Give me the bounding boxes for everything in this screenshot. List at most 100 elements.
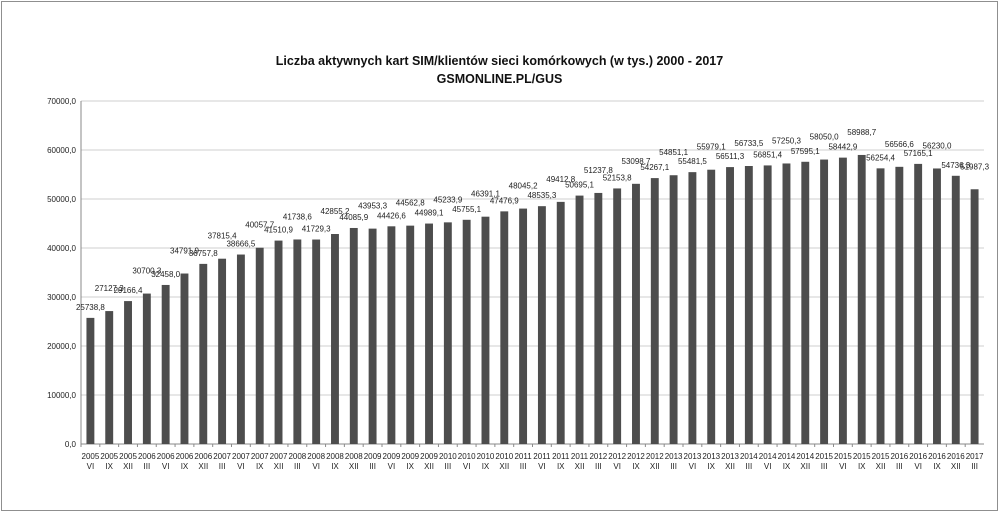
data-label: 43953,3 — [358, 202, 387, 211]
x-tick-year: 2015 — [834, 452, 852, 461]
x-tick-year: 2014 — [759, 452, 777, 461]
bar — [368, 228, 377, 444]
data-label: 56566,6 — [885, 140, 914, 149]
x-tick-year: 2012 — [627, 452, 645, 461]
x-tick-year: 2015 — [853, 452, 871, 461]
bar — [594, 192, 603, 444]
data-label: 45755,1 — [452, 205, 481, 214]
x-tick-year: 2005 — [119, 452, 137, 461]
x-tick-quarter: III — [445, 462, 452, 471]
data-label: 51987,3 — [960, 162, 989, 171]
x-tick-quarter: VI — [87, 462, 95, 471]
x-tick-quarter: IX — [331, 462, 339, 471]
bar — [537, 206, 546, 444]
bar — [387, 226, 396, 444]
data-label: 38666,5 — [226, 240, 255, 249]
x-tick-quarter: XII — [198, 462, 208, 471]
bar — [669, 175, 678, 444]
bar — [970, 189, 979, 444]
x-tick-year: 2010 — [495, 452, 513, 461]
x-tick-year: 2013 — [684, 452, 702, 461]
x-tick-quarter: III — [896, 462, 903, 471]
x-tick-year: 2006 — [157, 452, 175, 461]
chart-title-block: Liczba aktywnych kart SIM/klientów sieci… — [0, 52, 999, 88]
data-label: 56230,0 — [923, 141, 952, 150]
data-label: 34791,9 — [170, 247, 199, 256]
x-tick-quarter: III — [746, 462, 753, 471]
data-label: 48045,2 — [509, 182, 538, 191]
x-tick-quarter: VI — [689, 462, 697, 471]
x-tick-quarter: VI — [312, 462, 320, 471]
bar — [425, 223, 433, 444]
bar — [293, 239, 302, 444]
x-tick-year: 2013 — [702, 452, 720, 461]
bar — [124, 301, 132, 444]
x-tick-year: 2006 — [176, 452, 194, 461]
data-label: 44085,9 — [339, 213, 368, 222]
data-label: 30700,3 — [132, 267, 161, 276]
x-tick-quarter: IX — [632, 462, 640, 471]
x-tick-year: 2009 — [364, 452, 382, 461]
x-tick-year: 2008 — [326, 452, 344, 461]
data-label: 44989,1 — [415, 209, 444, 218]
bar — [820, 159, 829, 444]
x-tick-quarter: III — [821, 462, 828, 471]
bar — [726, 167, 734, 444]
x-tick-quarter: IX — [482, 462, 490, 471]
data-label: 54267,1 — [640, 163, 669, 172]
bar — [876, 168, 885, 444]
bar — [255, 247, 264, 444]
data-label: 58050,0 — [810, 133, 839, 142]
bar — [632, 183, 640, 444]
bar — [481, 216, 490, 444]
x-tick-quarter: VI — [914, 462, 922, 471]
x-tick-quarter: IX — [858, 462, 866, 471]
x-tick-quarter: VI — [463, 462, 471, 471]
data-label: 25738,8 — [76, 303, 105, 312]
y-tick-label: 30000,0 — [47, 293, 76, 302]
x-tick-year: 2016 — [909, 452, 927, 461]
y-tick-label: 50000,0 — [47, 195, 76, 204]
data-label: 54736,3 — [941, 161, 970, 170]
x-tick-quarter: IX — [557, 462, 565, 471]
x-tick-year: 2010 — [477, 452, 495, 461]
bar — [500, 211, 509, 444]
data-label: 57595,1 — [791, 147, 820, 156]
x-tick-quarter: VI — [237, 462, 245, 471]
bar — [933, 168, 941, 444]
x-tick-year: 2007 — [270, 452, 288, 461]
y-tick-label: 40000,0 — [47, 244, 76, 253]
x-tick-quarter: III — [971, 462, 978, 471]
data-label: 46391,1 — [471, 190, 500, 199]
x-tick-quarter: III — [294, 462, 301, 471]
bar — [105, 311, 114, 444]
data-label: 42855,2 — [321, 207, 350, 216]
bar — [650, 178, 659, 444]
bar — [349, 227, 358, 444]
x-tick-quarter: IX — [105, 462, 113, 471]
x-tick-quarter: XII — [650, 462, 660, 471]
bar — [236, 254, 245, 444]
x-tick-quarter: III — [144, 462, 151, 471]
x-tick-quarter: XII — [725, 462, 735, 471]
x-tick-year: 2011 — [571, 452, 589, 461]
data-label: 55979,1 — [697, 143, 726, 152]
data-label: 41738,6 — [283, 212, 312, 221]
data-label: 57250,3 — [772, 136, 801, 145]
bar — [462, 219, 471, 444]
bar — [744, 166, 753, 444]
x-tick-quarter: XII — [951, 462, 961, 471]
bar — [575, 195, 584, 444]
bar — [951, 175, 960, 445]
x-tick-year: 2012 — [589, 452, 607, 461]
x-tick-year: 2015 — [872, 452, 890, 461]
data-label: 54851,1 — [659, 148, 688, 157]
bar — [857, 154, 866, 444]
data-label: 36757,8 — [189, 249, 218, 258]
x-tick-quarter: VI — [839, 462, 847, 471]
x-tick-year: 2014 — [740, 452, 758, 461]
bar — [331, 234, 339, 444]
bar — [914, 163, 923, 445]
data-label: 56851,4 — [753, 150, 782, 159]
data-label: 47476,9 — [490, 196, 519, 205]
